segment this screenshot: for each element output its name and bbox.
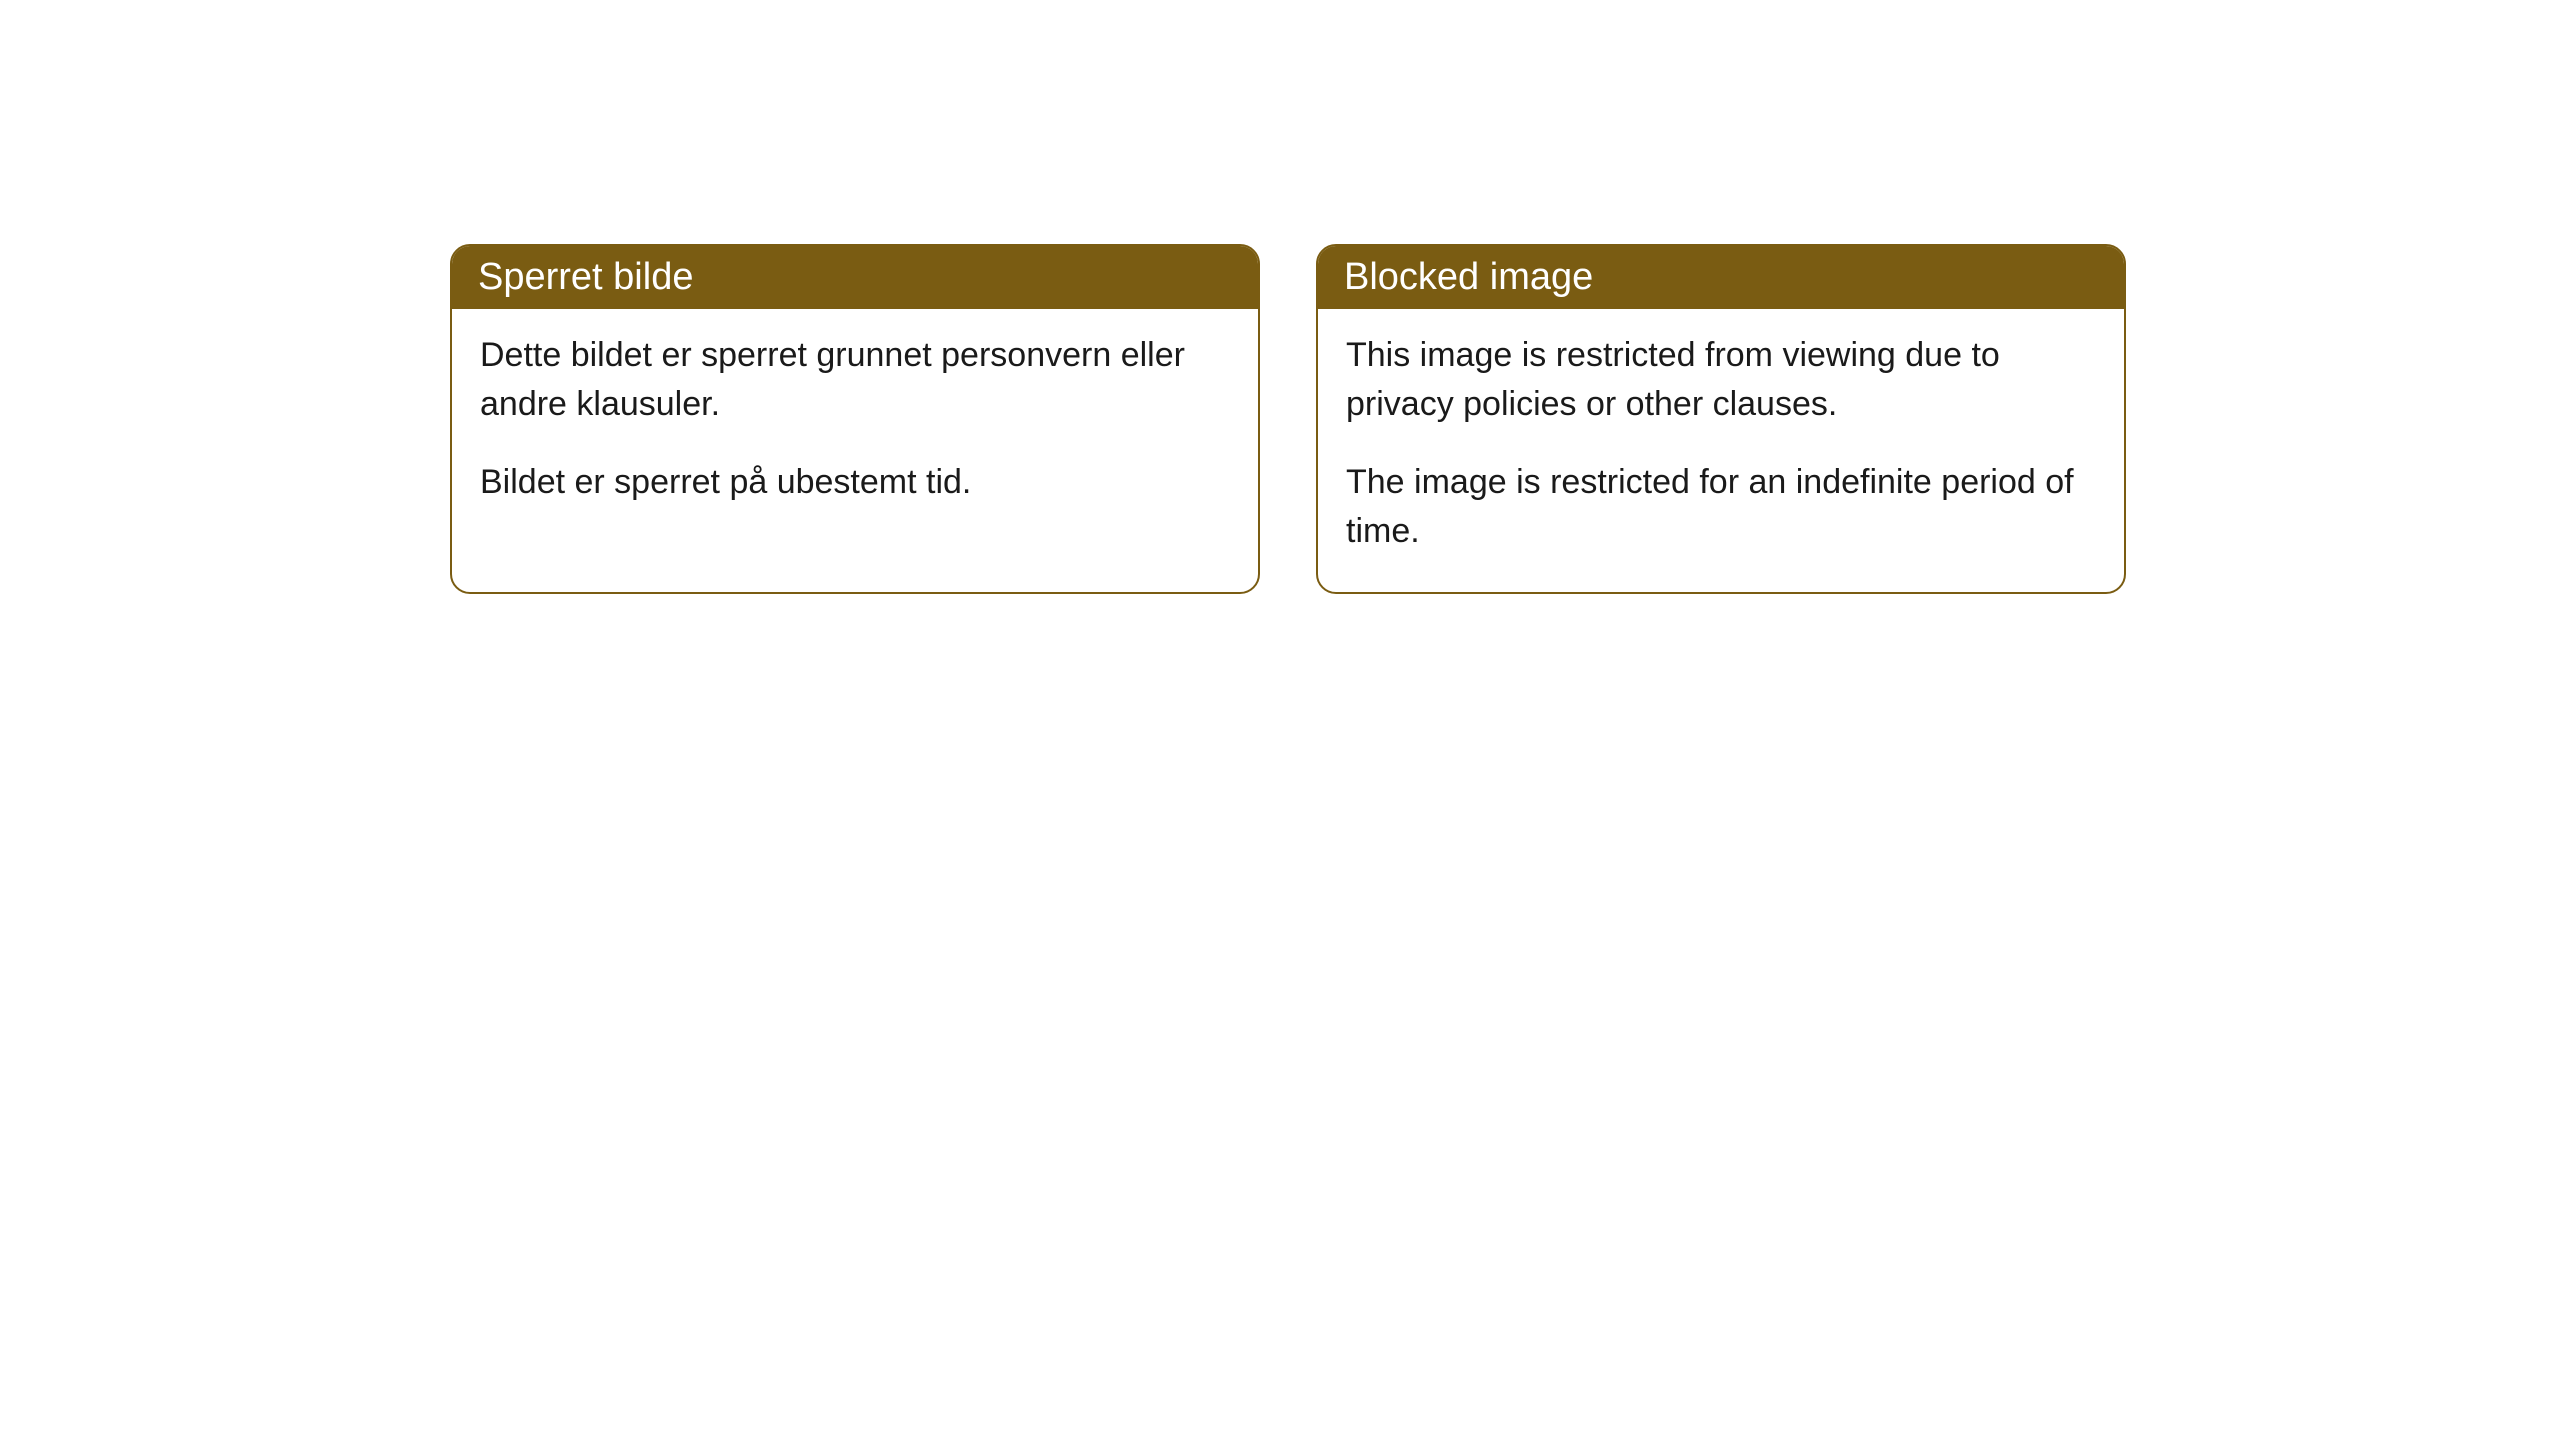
- card-body: This image is restricted from viewing du…: [1318, 309, 2124, 592]
- card-paragraph: The image is restricted for an indefinit…: [1346, 458, 2096, 557]
- card-paragraph: This image is restricted from viewing du…: [1346, 331, 2096, 430]
- notice-card-english: Blocked image This image is restricted f…: [1316, 244, 2126, 594]
- card-paragraph: Dette bildet er sperret grunnet personve…: [480, 331, 1230, 430]
- card-body: Dette bildet er sperret grunnet personve…: [452, 309, 1258, 543]
- card-header: Sperret bilde: [452, 246, 1258, 309]
- card-title: Blocked image: [1344, 256, 1593, 298]
- card-title: Sperret bilde: [478, 256, 693, 298]
- card-header: Blocked image: [1318, 246, 2124, 309]
- card-paragraph: Bildet er sperret på ubestemt tid.: [480, 458, 1230, 507]
- notice-card-norwegian: Sperret bilde Dette bildet er sperret gr…: [450, 244, 1260, 594]
- notice-cards-container: Sperret bilde Dette bildet er sperret gr…: [450, 244, 2126, 594]
